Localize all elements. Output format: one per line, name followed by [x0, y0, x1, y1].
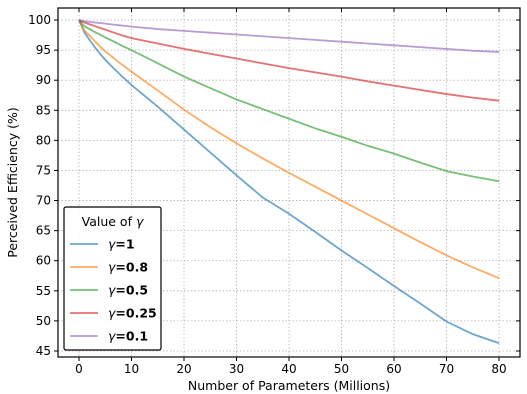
y-tick-label: 45 — [36, 344, 51, 358]
x-tick-label: 20 — [176, 362, 191, 376]
legend-label: γ=0.25 — [108, 306, 157, 321]
x-tick-label: 0 — [75, 362, 83, 376]
series-layer — [78, 19, 500, 345]
legend-label: γ=0.1 — [108, 329, 148, 344]
series-line-gamma-0-5 — [78, 19, 500, 183]
y-tick-label: 85 — [36, 103, 51, 117]
legend-title-symbol: γ — [136, 214, 144, 229]
y-tick-label: 65 — [36, 224, 51, 238]
legend-items: γ=1 γ=0.8 γ=0.5 γ=0.25 γ=0.1 — [70, 237, 157, 344]
legend-title: Value of γ — [82, 214, 144, 229]
x-tick-label: 30 — [229, 362, 244, 376]
x-tick-label: 50 — [334, 362, 349, 376]
series-line-gamma-0-8 — [78, 19, 500, 280]
y-tick-label: 80 — [36, 133, 51, 147]
legend-label: γ=1 — [108, 237, 135, 252]
legend-label: γ=0.5 — [108, 283, 148, 298]
x-tick-label: 40 — [281, 362, 296, 376]
y-tick-label: 90 — [36, 73, 51, 87]
y-tick-label: 60 — [36, 254, 51, 268]
x-tick-label: 80 — [491, 362, 506, 376]
y-tick-label: 50 — [36, 314, 51, 328]
x-tick-label: 10 — [124, 362, 139, 376]
legend-box — [63, 206, 162, 351]
series-line-gamma-1 — [78, 19, 500, 345]
legend: Value of γ γ=1 γ=0.8 γ=0.5 γ=0.25 γ=0.1 — [63, 206, 162, 351]
y-tick-label: 95 — [36, 43, 51, 57]
legend-label: γ=0.8 — [108, 260, 148, 275]
y-tick-label: 75 — [36, 163, 51, 177]
x-tick-label: 60 — [386, 362, 401, 376]
y-tick-label: 55 — [36, 284, 51, 298]
ticks: 0 10 20 30 40 50 60 70 80 45 50 55 60 65 70 75 80 85 90 95 1… — [28, 8, 520, 376]
x-axis-label: Number of Parameters (Millions) — [188, 378, 390, 393]
x-tick-label: 70 — [439, 362, 454, 376]
y-tick-label: 100 — [28, 13, 51, 27]
series-line-gamma-0-1 — [78, 19, 500, 53]
y-tick-label: 70 — [36, 194, 51, 208]
series-line-gamma-0-25 — [78, 19, 500, 102]
legend-title-prefix: Value of — [82, 214, 136, 229]
y-axis-label: Perceived Efficiency (%) — [5, 107, 20, 258]
